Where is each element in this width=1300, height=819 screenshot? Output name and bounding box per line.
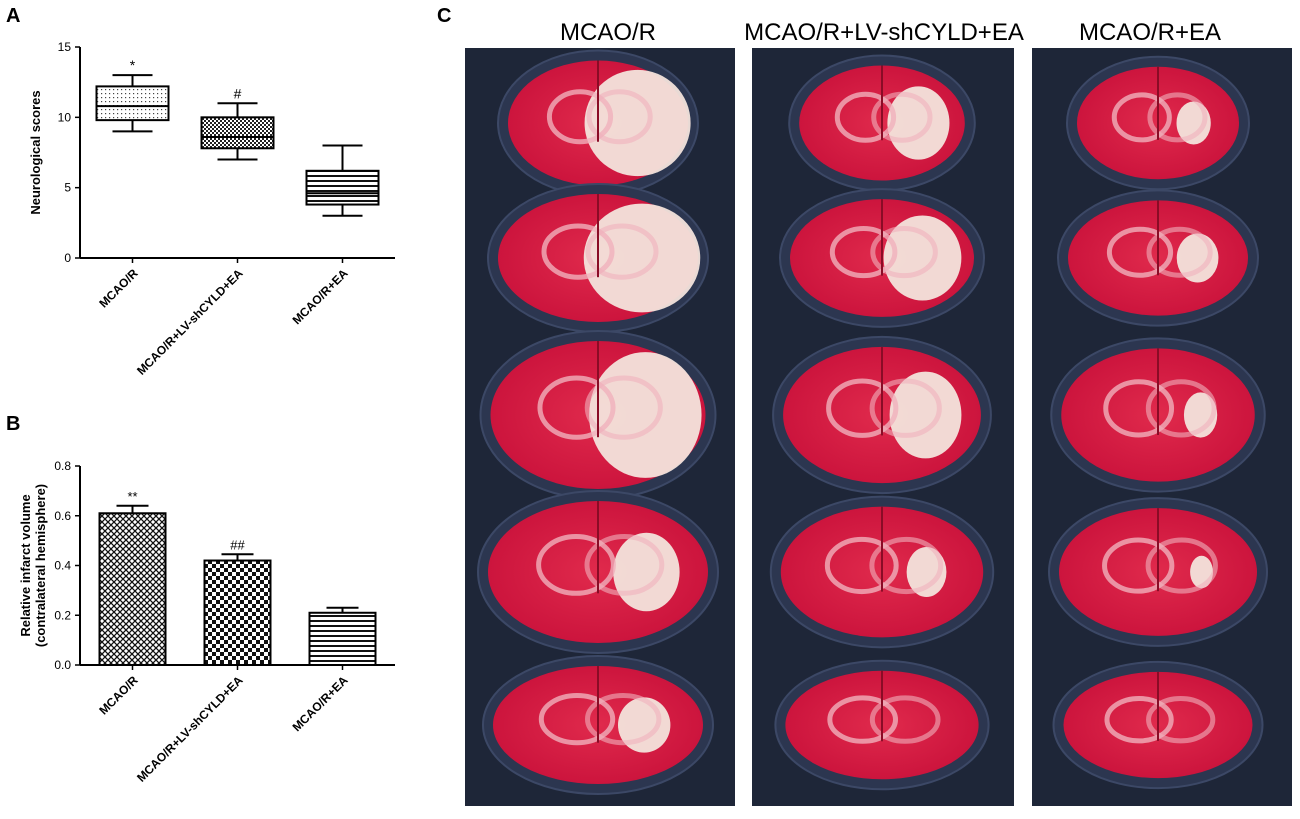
y-tick-label: 0.6 bbox=[54, 509, 71, 523]
photo-column-title: MCAO/R+EA bbox=[1079, 19, 1221, 46]
white-matter-tract bbox=[546, 89, 614, 145]
white-matter-tract bbox=[585, 223, 659, 280]
white-matter-tract bbox=[824, 536, 899, 595]
chart-b-barchart: 0.0 0.2 0.4 0.6 0.8 Relative infarct volume(c… bbox=[18, 459, 395, 785]
box bbox=[95, 85, 170, 122]
white-matter-tract bbox=[829, 226, 898, 279]
x-tick-label: MCAO/R+LV-shCYLD+EA bbox=[134, 266, 246, 378]
photo-column-title: MCAO/R+LV-shCYLD+EA bbox=[744, 19, 1024, 46]
significance-annotation: ## bbox=[230, 537, 245, 552]
white-matter-tract bbox=[1106, 226, 1174, 278]
white-matter-tract bbox=[585, 693, 662, 746]
white-matter-tract bbox=[584, 375, 663, 440]
white-matter-tract bbox=[1147, 92, 1208, 143]
panel-letter-b: B bbox=[6, 413, 20, 435]
white-matter-tract bbox=[1145, 379, 1217, 438]
white-matter-tract bbox=[1103, 379, 1175, 438]
x-tick-label: MCAO/R bbox=[96, 266, 141, 311]
brain-slice-photographs: MCAO/R MCAO/R+LV-shCYLD+EA MCAO/R+EA bbox=[465, 19, 1292, 806]
box bbox=[200, 116, 275, 150]
infarct-region bbox=[883, 215, 962, 301]
white-matter-tract bbox=[1146, 695, 1216, 744]
white-matter-tract bbox=[870, 226, 938, 279]
white-matter-tract bbox=[827, 695, 899, 744]
y-axis-label: Relative infarct volume(contralateral he… bbox=[18, 484, 48, 647]
white-matter-tract bbox=[834, 91, 897, 143]
y-tick-label: 0.4 bbox=[54, 559, 71, 573]
chart-a-boxplot: 0 5 10 15 Neurological scores * MCAO/R # MCAO/R+… bbox=[28, 40, 395, 378]
x-tick-label: MCAO/R+EA bbox=[290, 266, 351, 327]
white-matter-tract bbox=[1145, 537, 1218, 594]
infarct-region bbox=[589, 352, 702, 478]
panel-letter-c: C bbox=[437, 5, 451, 27]
white-matter-tract bbox=[586, 89, 653, 145]
bar bbox=[308, 611, 377, 667]
white-matter-tract bbox=[869, 536, 944, 595]
y-tick-label: 5 bbox=[64, 181, 71, 195]
photo-column-title: MCAO/R bbox=[560, 19, 656, 46]
white-matter-tract bbox=[826, 378, 899, 438]
white-matter-tract bbox=[536, 534, 616, 596]
y-axis-label-line: Relative infarct volume bbox=[18, 494, 33, 636]
white-matter-tract bbox=[1104, 695, 1174, 744]
y-tick-label: 15 bbox=[58, 40, 72, 54]
infarct-region bbox=[583, 203, 701, 313]
white-matter-tract bbox=[1146, 226, 1213, 278]
y-axis-label-line: (contralateral hemisphere) bbox=[33, 484, 48, 647]
white-matter-tract bbox=[869, 378, 942, 438]
white-matter-tract bbox=[541, 223, 615, 280]
white-matter-tract bbox=[1102, 537, 1175, 594]
y-axis-label: Neurological scores bbox=[28, 90, 43, 214]
y-tick-label: 10 bbox=[58, 110, 72, 124]
white-matter-tract bbox=[1111, 92, 1172, 143]
x-tick-label: MCAO/R+EA bbox=[290, 673, 351, 734]
x-tick-label: MCAO/R+LV-shCYLD+EA bbox=[134, 673, 246, 785]
bar bbox=[203, 559, 272, 667]
white-matter-tract bbox=[871, 91, 933, 143]
y-tick-label: 0.8 bbox=[54, 459, 71, 473]
white-matter-tract bbox=[537, 375, 616, 440]
white-matter-tract bbox=[869, 695, 941, 744]
bar bbox=[98, 512, 167, 667]
x-tick-label: MCAO/R bbox=[96, 673, 141, 718]
significance-annotation: ** bbox=[127, 489, 137, 504]
infarct-region bbox=[906, 547, 947, 597]
y-tick-label: 0 bbox=[64, 251, 71, 265]
significance-annotation: * bbox=[130, 57, 136, 73]
y-tick-label: 0.2 bbox=[54, 608, 71, 622]
y-tick-label: 0.0 bbox=[54, 658, 71, 672]
white-matter-tract bbox=[584, 534, 665, 596]
panel-letter-a: A bbox=[6, 5, 20, 27]
infarct-region bbox=[584, 69, 691, 177]
box bbox=[305, 169, 380, 206]
white-matter-tract bbox=[538, 693, 616, 746]
significance-annotation: # bbox=[234, 85, 242, 101]
